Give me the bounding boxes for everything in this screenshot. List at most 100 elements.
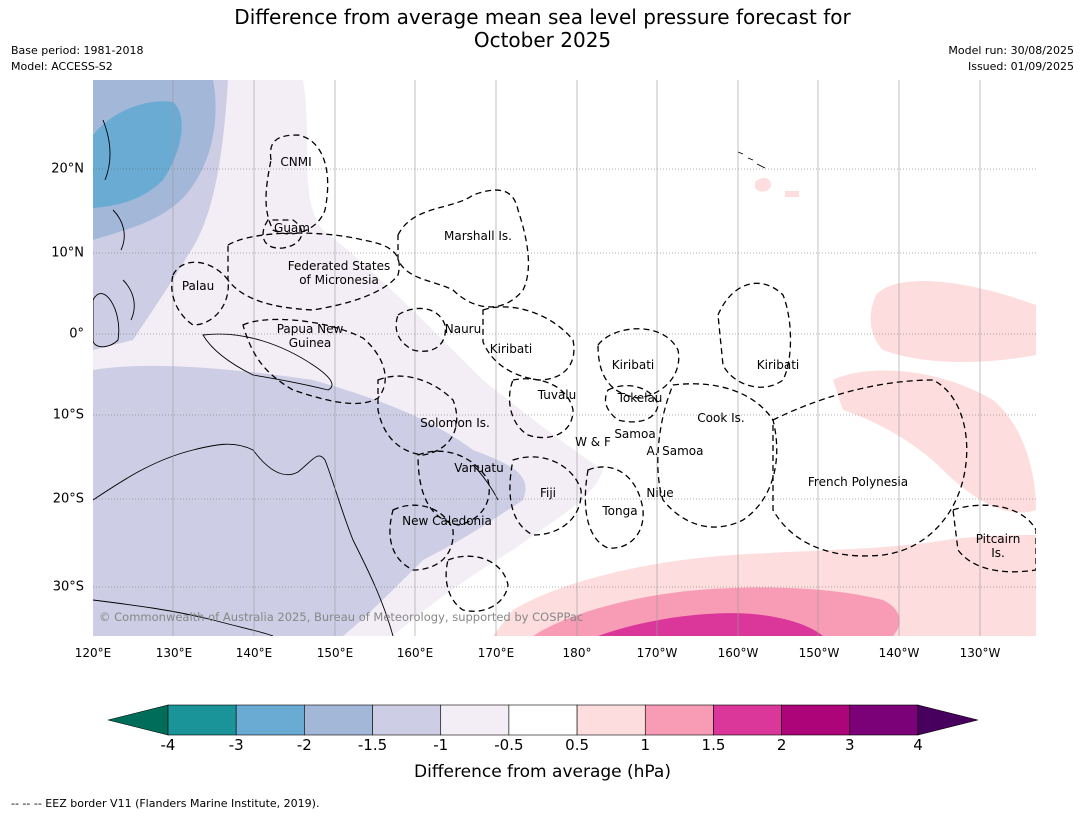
colorbar-tick-label: -1	[433, 736, 449, 754]
place-label-tuvalu: Tuvalu	[537, 388, 577, 402]
colorbar-tick-label: 2	[776, 736, 787, 754]
anomaly-region-pos-0-5-se	[833, 370, 1036, 513]
place-label-guam: Guam	[274, 221, 310, 235]
hawaii-coast	[737, 151, 766, 169]
model-run-text: Model run: 30/08/2025	[948, 44, 1074, 57]
place-label-nauru: Nauru	[445, 322, 481, 336]
x-tick-label: 170°W	[636, 646, 678, 660]
latitude-lines	[93, 168, 1036, 588]
x-tick-label: 130°W	[959, 646, 1001, 660]
colorbar-svg	[107, 704, 979, 736]
eez-kiribati-w	[482, 306, 575, 381]
colorbar-tick-label: -4	[160, 736, 176, 754]
place-label-png: Papua New Guinea	[277, 322, 344, 350]
eez-palau	[171, 261, 229, 326]
x-tick-label: 180°	[562, 646, 592, 660]
place-label-pitcairn: Pitcairn Is.	[976, 532, 1021, 560]
place-label-tonga: Tonga	[601, 504, 637, 518]
issued-text: Issued: 01/09/2025	[967, 60, 1074, 73]
y-tick-label: 10°N	[51, 245, 84, 261]
colorbar-over-triangle	[917, 704, 979, 736]
place-label-kiribati-c: Kiribati	[612, 358, 654, 372]
eez-cnmi	[265, 134, 329, 235]
new-caledonia-coast	[472, 464, 499, 501]
place-label-samoa: Samoa	[614, 427, 655, 441]
eez-fiji	[509, 456, 582, 536]
copyright-text: © Commonwealth of Australia 2025, Bureau…	[99, 610, 583, 624]
place-label-cnmi: CNMI	[280, 155, 311, 169]
place-label-marshall: Marshall Is.	[444, 229, 512, 243]
anomaly-region-neg-2	[93, 101, 182, 208]
colorbar-tick-label: -3	[228, 736, 244, 754]
pressure-anomaly-map: CNMI Guam Marshall Is. Palau Federated State…	[93, 80, 1036, 636]
place-label-asamoa: A. Samoa	[647, 444, 704, 458]
colorbar-tick-label: -2	[296, 736, 312, 754]
colorbar-tick-label: 4	[913, 736, 923, 754]
place-label-tokelau: Tokelau	[617, 391, 663, 405]
coastlines	[93, 119, 766, 636]
colorbar-segment	[849, 704, 919, 736]
anomaly-region-pos-0-5-hawaii-2	[785, 191, 799, 197]
graticule	[172, 80, 981, 636]
x-tick-label: 170°E	[477, 646, 515, 660]
colorbar-segment	[235, 704, 305, 736]
eez-newcal	[389, 504, 454, 571]
colorbar-tick-label: 1	[640, 736, 651, 754]
eez-nauru	[395, 307, 446, 352]
colorbar-label: Difference from average (hPa)	[414, 762, 671, 782]
colorbar-segment	[304, 704, 373, 736]
place-label-fp: French Polynesia	[808, 475, 908, 489]
y-tick-label: 20°S	[52, 491, 84, 507]
anomaly-region-pos-0-5-east	[870, 281, 1036, 362]
eez-pitcairn	[952, 504, 1036, 573]
colorbar-segment	[781, 704, 851, 736]
title-line-1: Difference from average mean sea level p…	[234, 5, 851, 29]
colorbar-segment	[576, 704, 646, 736]
philippines-coast	[102, 119, 135, 321]
colorbar-tick-label: 1.5	[701, 736, 726, 754]
x-tick-label: 140°W	[878, 646, 920, 660]
model-text: Model: ACCESS-S2	[11, 60, 113, 73]
x-tick-label: 150°E	[316, 646, 354, 660]
colorbar-tick-label: 0.5	[565, 736, 590, 754]
anomaly-region-pos-1	[533, 587, 900, 636]
eez-tonga	[584, 466, 644, 549]
eez-cook	[657, 383, 778, 528]
anomaly-region-pos-1-5	[598, 613, 823, 636]
colorbar-segment	[644, 704, 714, 736]
colorbar-tick-label: -1.5	[357, 736, 388, 754]
place-label-cook: Cook Is.	[697, 411, 744, 425]
colorbar-segment	[713, 704, 782, 736]
x-tick-label: 160°W	[717, 646, 759, 660]
place-label-vanuatu: Vanuatu	[454, 461, 504, 475]
place-labels: CNMI Guam Marshall Is. Palau Federated State…	[182, 155, 1020, 560]
eez-tuvalu	[508, 378, 574, 439]
y-tick-label: 10°S	[52, 407, 84, 423]
australia-coast	[93, 443, 394, 636]
y-tick-label: 20°N	[51, 161, 84, 177]
eez-nz-kermadec	[445, 555, 509, 612]
colorbar-segment	[372, 704, 442, 736]
eez-kiribati-c	[597, 328, 680, 399]
y-tick-label: 0°	[69, 326, 84, 342]
place-label-solomon: Solomon Is.	[420, 416, 490, 430]
colorbar-segment	[440, 704, 510, 736]
base-period-text: Base period: 1981-2018	[11, 44, 144, 57]
footer-note: -- -- -- EEZ border V11 (Flanders Marine…	[11, 797, 320, 810]
eez-marshall	[397, 189, 530, 308]
colorbar-tick-label: -0.5	[494, 736, 524, 754]
x-tick-label: 140°E	[235, 646, 273, 660]
y-tick-label: 30°S	[52, 579, 84, 595]
colorbar-under-triangle	[107, 704, 169, 736]
place-label-newcal: New Caledonia	[402, 514, 492, 528]
eez-kiribati-e	[717, 282, 792, 388]
place-label-fsm: Federated States of Micronesia	[288, 259, 390, 287]
place-label-kiribati-w: Kiribati	[490, 342, 532, 356]
meta-left: Base period: 1981-2018 Model: ACCESS-S2	[11, 43, 143, 75]
new-guinea-coast	[202, 333, 333, 391]
place-label-palau: Palau	[182, 279, 214, 293]
anomaly-region-neg-1-south	[93, 365, 526, 636]
borneo-coast	[93, 293, 120, 348]
map-panel: CNMI Guam Marshall Is. Palau Federated State…	[93, 80, 1036, 636]
eez-borders	[171, 134, 1036, 612]
